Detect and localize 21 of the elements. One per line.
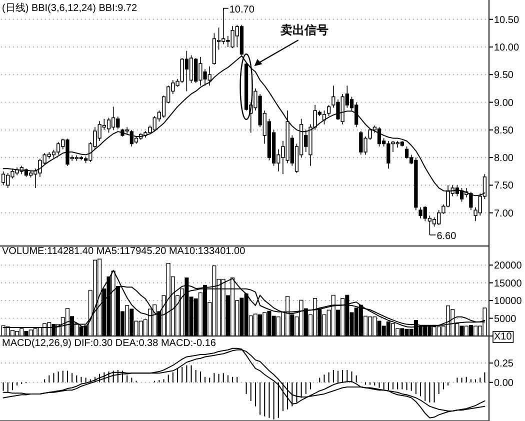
- annotation: 10.70: [229, 4, 255, 16]
- chart-title: VOLUME:114281.40 MA5:117945.20 MA10:133401.00: [2, 246, 246, 257]
- y-tick-label: 10.00: [494, 42, 520, 54]
- y-tick-label: 7.50: [494, 180, 514, 192]
- y-tick-label: 9.00: [494, 98, 514, 109]
- y-tick-label: 10.50: [494, 14, 520, 26]
- y-tick-label: 10000: [494, 296, 522, 308]
- y-tick-label: 20000: [494, 260, 522, 272]
- y-tick-label: 8.50: [494, 125, 514, 136]
- y-tick-label: 0.00: [494, 378, 514, 389]
- annotation: 6.60: [436, 230, 457, 242]
- y-tick-label: 0.25: [494, 358, 514, 370]
- annotation: 卖出信号: [280, 23, 328, 38]
- chart-title: (日线) BBI(3,6,12,24) BBI:9.72: [2, 2, 138, 14]
- y-tick-label: X10: [494, 332, 512, 342]
- y-tick-label: 7.00: [494, 208, 514, 220]
- y-tick-label: 9.50: [494, 70, 514, 82]
- chart-title: MACD(12,26,9) DIF:0.30 DEA:0.38 MACD:-0.16: [2, 338, 216, 349]
- y-tick-label: 5000: [494, 314, 517, 325]
- y-tick-label: 8.00: [494, 153, 514, 164]
- y-tick-label: 15000: [494, 278, 522, 290]
